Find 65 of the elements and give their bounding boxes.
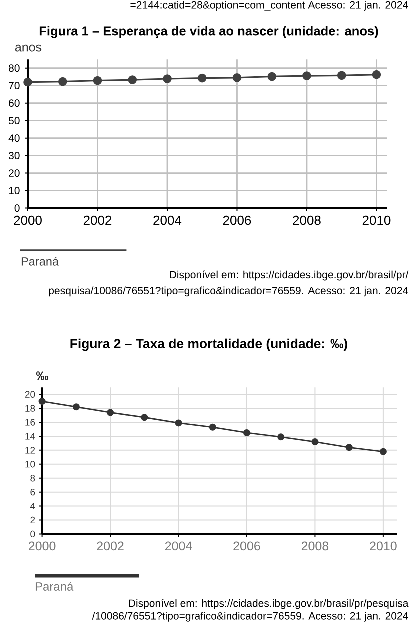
chart-title: Figura 1 – Esperança de vida ao nascer (unidade: anos) [40,26,378,38]
y-tick-label: 10 [9,187,20,195]
x-tick-label: 2010 [370,542,397,551]
y-tick-label: 80 [9,64,20,72]
point [380,448,387,456]
text: Paraná [36,582,74,591]
x-tick-label: 2004 [165,542,192,551]
y-tick-label: 4 [30,503,36,510]
text: Disponível em: https://cidades.ibge.gov.br/brasil/pr/pesquisa [129,599,409,610]
y-tick-label: 20 [9,170,20,178]
point [312,438,319,446]
y-tick-label: 60 [9,100,20,108]
x-tick-label: 2002 [97,542,124,551]
y-tick-label: 12 [26,447,36,454]
y-tick-label: 6 [30,488,36,496]
y-axis-title: anos [15,44,42,52]
y-tick-label: 8 [30,475,36,482]
x-tick-label: 2010 [362,216,391,226]
point [141,414,148,422]
y-tick-label: 2 [30,516,36,524]
point [232,74,242,82]
y-tick-label: 18 [26,405,36,412]
y-tick-label: 10 [26,461,36,468]
x-tick-label: 2006 [223,216,252,226]
point [128,76,138,84]
y-tick-label: 0 [30,530,36,538]
y-tick-label: 14 [26,433,36,440]
chart-title: Figura 2 – Taxa de mortalidade (unidade: ‰) [70,338,348,352]
y-tick-label: 20 [25,391,36,398]
point [72,404,80,411]
text: =2144:catid=28&option=com_content Acesso: 21 jan. 2024 [130,1,408,11]
x-tick-label: 2002 [84,216,112,226]
point [24,78,32,87]
text: pesquisa/10086/76551?tipo=grafico&indicador=76559. Acesso: 21 jan. 2024 [49,286,408,297]
point [38,398,46,406]
y-tick-label: 30 [8,152,20,160]
point [209,424,216,431]
point [107,409,114,416]
x-tick-label: 2004 [154,216,182,226]
y-tick-label: 70 [9,82,20,90]
y-tick-label: 0 [14,204,20,212]
y-tick-label: 16 [26,419,36,426]
point [243,429,250,436]
point [302,72,312,80]
y-axis-title: ‰ [36,372,49,380]
x-tick-label: 2008 [302,542,329,551]
y-tick-label: 40 [8,134,20,142]
x-tick-label: 2000 [14,216,42,226]
point [93,76,102,86]
point [372,70,382,80]
text: /10086/76551?tipo=grafico&indicador=76559. Acesso: 21 jan. 2024 [92,612,408,622]
x-tick-label: 2006 [234,542,260,551]
text: Disponível em: https://cidades.ibge.gov.br/brasil/pr/ [170,270,409,281]
y-tick-label: 50 [8,117,20,125]
point [198,74,207,83]
point [346,444,353,452]
point [163,74,172,84]
point [58,77,68,86]
point [175,420,182,427]
point [337,71,346,80]
x-tick-label: 2008 [293,216,321,226]
text: Paraná [22,257,60,266]
point [268,72,277,82]
point [278,434,285,441]
x-tick-label: 2000 [29,542,56,551]
